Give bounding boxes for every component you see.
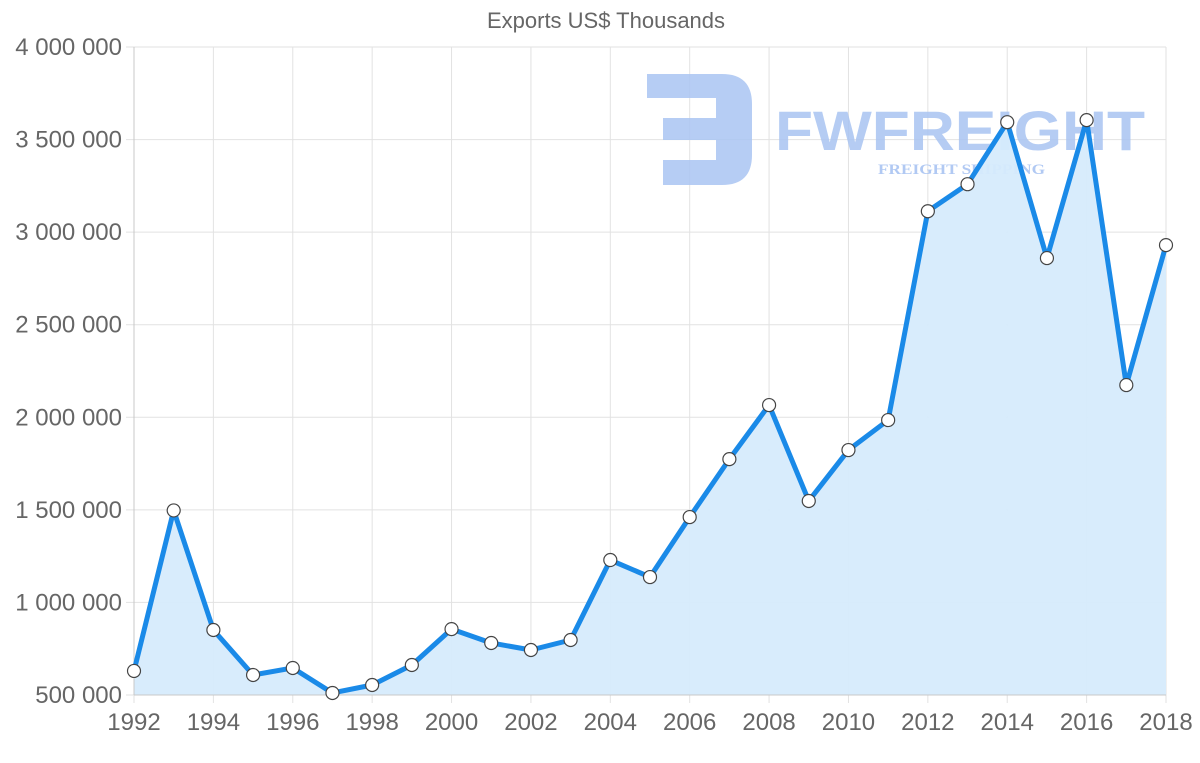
- data-point-2010[interactable]: [841, 442, 856, 458]
- x-axis-tick-labels: 1992 1994 1996 1998 2000 2002 2004 2006 2008 2010…: [107, 709, 1192, 736]
- y-tick-label: 500 000: [35, 682, 122, 709]
- x-tick-label: 2018: [1139, 709, 1192, 736]
- data-point-2001[interactable]: [484, 635, 499, 651]
- axes: [133, 47, 1166, 696]
- data-point-1994[interactable]: [206, 622, 221, 638]
- x-tick-label: 2002: [504, 709, 557, 736]
- data-point-2012[interactable]: [920, 204, 935, 219]
- y-tick-label: 4 000 000: [15, 34, 122, 61]
- logo-mark-icon: [647, 74, 752, 185]
- data-point-2015[interactable]: [1039, 250, 1055, 266]
- data-point-2007[interactable]: [722, 452, 737, 467]
- x-tick-label: 2010: [822, 709, 875, 736]
- y-axis-tick-labels: 500 000 1 000 000 1 500 000 2 000 000 2 500 …: [15, 34, 122, 709]
- data-point-1995[interactable]: [245, 667, 261, 683]
- data-point-2017[interactable]: [1119, 377, 1134, 393]
- y-tick-label: 3 000 000: [15, 219, 122, 246]
- data-point-1993[interactable]: [166, 503, 181, 518]
- data-point-1998[interactable]: [365, 677, 380, 693]
- data-point-2004[interactable]: [603, 552, 618, 568]
- x-tick-label: 2004: [584, 709, 637, 736]
- data-point-2002[interactable]: [523, 642, 539, 658]
- data-point-2006[interactable]: [682, 509, 697, 525]
- data-point-2011[interactable]: [881, 412, 896, 428]
- x-tick-label: 1996: [266, 709, 319, 736]
- y-tick-label: 2 000 000: [15, 404, 122, 431]
- data-point-2000[interactable]: [444, 621, 459, 637]
- data-point-2003[interactable]: [563, 632, 578, 648]
- data-point-2018[interactable]: [1158, 238, 1174, 253]
- y-tick-label: 1 000 000: [15, 589, 122, 616]
- x-tick-label: 2000: [425, 709, 478, 736]
- x-tick-label: 1994: [187, 709, 240, 736]
- data-points: [126, 113, 1174, 701]
- area-fill: [134, 120, 1166, 696]
- data-point-2008[interactable]: [761, 397, 777, 413]
- y-tick-label: 1 500 000: [15, 497, 122, 524]
- data-point-1999[interactable]: [404, 657, 419, 673]
- data-point-2005[interactable]: [642, 569, 658, 585]
- x-tick-label: 2014: [981, 709, 1034, 736]
- x-tick-label: 2012: [901, 709, 954, 736]
- x-tick-label: 2006: [663, 709, 716, 736]
- data-point-1992[interactable]: [126, 663, 142, 679]
- x-tick-label: 1992: [107, 709, 160, 736]
- data-point-1996[interactable]: [285, 660, 300, 676]
- x-tick-label: 2008: [742, 709, 795, 736]
- data-point-1997[interactable]: [325, 685, 340, 701]
- series-area-fill: [134, 120, 1166, 696]
- data-point-2009[interactable]: [801, 493, 816, 509]
- data-point-2014[interactable]: [1000, 115, 1015, 130]
- x-tick-label: 2016: [1060, 709, 1113, 736]
- y-tick-label: 3 500 000: [15, 127, 122, 154]
- y-tick-label: 2 500 000: [15, 312, 122, 339]
- x-tick-label: 1998: [345, 709, 398, 736]
- data-point-2013[interactable]: [960, 177, 975, 192]
- chart-title: Exports US$ Thousands: [486, 8, 726, 33]
- data-point-2016[interactable]: [1079, 113, 1094, 128]
